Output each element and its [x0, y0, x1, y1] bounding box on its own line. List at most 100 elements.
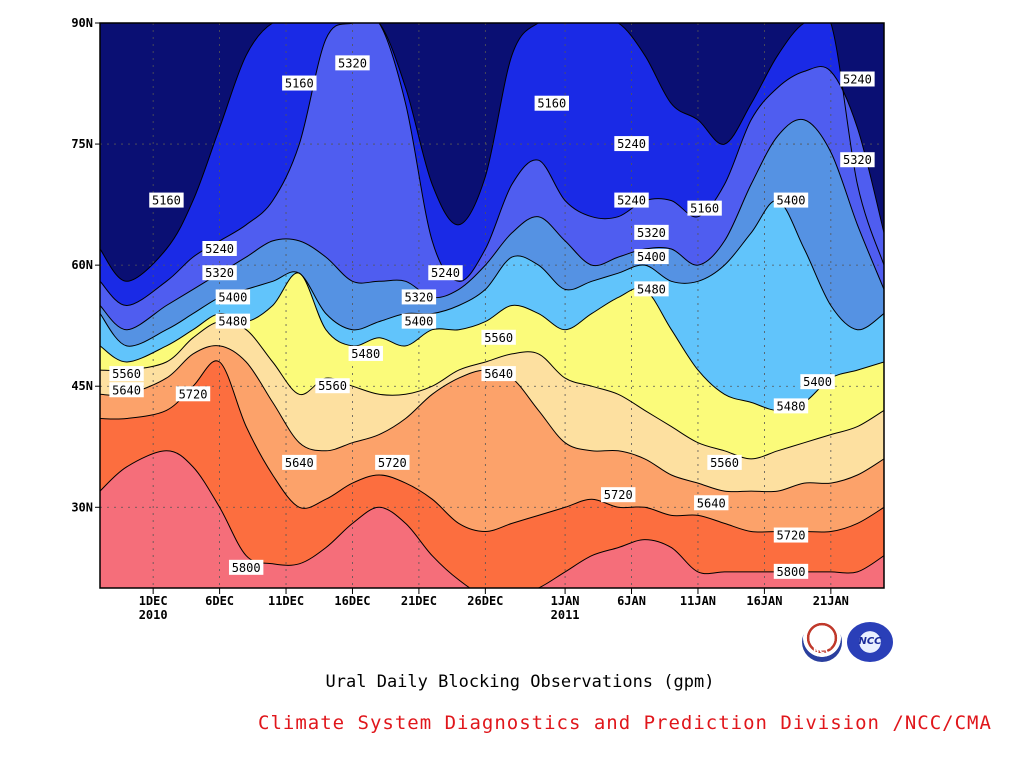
- credit-text: Climate System Diagnostics and Predictio…: [258, 712, 992, 734]
- contour-label: 5400: [637, 250, 666, 264]
- y-tick-label: 60N: [71, 258, 93, 272]
- contour-label-bg: [614, 192, 649, 208]
- contour-label-bg: [282, 454, 317, 470]
- contour-label-bg: [348, 345, 383, 361]
- contour-label: 5240: [843, 73, 872, 87]
- contour-label-bg: [228, 559, 264, 575]
- contour-label-bg: [202, 241, 237, 256]
- contour-label: 5240: [617, 137, 646, 151]
- contour-label-bg: [694, 495, 729, 511]
- contour-label-bg: [614, 136, 649, 152]
- contour-label-bg: [315, 378, 350, 394]
- contour-label: 5320: [338, 56, 367, 70]
- x-tick-label: 21DEC: [401, 594, 437, 608]
- contour-label: 5560: [318, 379, 347, 393]
- contour-label-bg: [335, 55, 370, 71]
- contour-label-bg: [773, 192, 809, 208]
- contour-label-bg: [375, 454, 410, 470]
- contour-5320: [100, 118, 884, 331]
- contour-label: 5480: [351, 347, 380, 361]
- contour-label: 5480: [637, 282, 666, 296]
- bcc-logo-text: BCC: [813, 646, 831, 655]
- contour-label: 5400: [777, 194, 806, 208]
- contour-label-bg: [601, 487, 636, 503]
- contour-label: 5160: [537, 97, 566, 111]
- contour-label-bg: [401, 289, 437, 305]
- y-tick-label: 75N: [71, 137, 93, 151]
- contour-label-bg: [428, 265, 463, 281]
- contour-label: 5480: [218, 315, 247, 329]
- contour-label: 5320: [843, 153, 872, 167]
- contour-label-bg: [534, 95, 569, 111]
- contour-label: 5320: [205, 266, 234, 280]
- contour-label-bg: [109, 366, 144, 382]
- contour-label: 5640: [484, 367, 513, 381]
- contour-label: 5400: [404, 315, 433, 329]
- chart-caption: Ural Daily Blocking Observations (gpm): [325, 672, 715, 692]
- x-tick-label: 1DEC: [139, 594, 168, 608]
- contour-label: 5560: [484, 331, 513, 345]
- contour-label-bg: [175, 386, 211, 402]
- x-tick-label: 16DEC: [334, 594, 370, 608]
- contour-label-bg: [840, 152, 875, 168]
- contour-label-bg: [800, 374, 835, 390]
- contour-label-bg: [215, 313, 251, 329]
- contour-5240: [100, 23, 884, 307]
- contour-label-bg: [481, 329, 516, 345]
- y-axis: 30N 45N 60N 75N 90N: [71, 16, 100, 514]
- contour-label: 5240: [431, 266, 460, 280]
- contour-label: 5160: [690, 202, 719, 216]
- contour-label-bg: [149, 192, 184, 208]
- contour-label: 5160: [285, 77, 314, 91]
- x-tick-label: 21JAN: [813, 594, 849, 608]
- contour-label: 5560: [710, 456, 739, 470]
- contour-label-bg: [109, 382, 144, 398]
- contour-label-bg: [401, 313, 437, 329]
- contour-5800: [100, 450, 884, 588]
- contour-label: 5720: [777, 529, 806, 543]
- ncc-logo: NCC: [847, 622, 893, 662]
- contour-label: 5640: [697, 496, 726, 510]
- contour-label-bg: [773, 527, 809, 543]
- contour-label: 5240: [617, 194, 646, 208]
- plot-frame: [99, 22, 885, 589]
- contour-label: 5320: [637, 226, 666, 240]
- contour-label-bg: [707, 454, 742, 470]
- contour-label-bg: [773, 563, 809, 579]
- contour-5160: [100, 23, 884, 282]
- contour-label: 5160: [152, 194, 181, 208]
- contour-labels: 5160 5160 5320 5160 5240 5240 5320 5400 5160 5240…: [109, 55, 875, 579]
- contour-label-bg: [634, 249, 669, 265]
- x-tick-year: 2011: [551, 608, 580, 622]
- contour-label: 5560: [112, 367, 141, 381]
- contour-label: 5800: [777, 565, 806, 579]
- contour-5720: [100, 360, 884, 533]
- contour-bands: [100, 23, 884, 588]
- contour-label-bg: [634, 224, 669, 240]
- contour-label-bg: [215, 289, 251, 305]
- contour-label: 5800: [232, 561, 261, 575]
- contour-label: 5400: [218, 290, 247, 304]
- contour-label-bg: [481, 366, 516, 382]
- contour-label-bg: [687, 200, 722, 216]
- contour-chart: 5160 5160 5320 5160 5240 5240 5320 5400 5160 5240…: [71, 16, 885, 622]
- contour-label-bg: [840, 71, 875, 87]
- contour-label-bg: [773, 398, 809, 414]
- contour-label: 5640: [285, 456, 314, 470]
- band-above-5720: [100, 360, 884, 588]
- x-tick-label: 26DEC: [467, 594, 503, 608]
- x-tick-label: 6JAN: [617, 594, 646, 608]
- y-tick-label: 90N: [71, 16, 93, 30]
- contour-label: 5640: [112, 383, 141, 397]
- contour-label-bg: [634, 281, 669, 297]
- contour-label: 5400: [803, 375, 832, 389]
- contour-label: 5720: [378, 456, 407, 470]
- x-tick-label: 11DEC: [268, 594, 304, 608]
- contour-label-bg: [202, 265, 237, 281]
- contour-label: 5480: [777, 399, 806, 413]
- x-tick-label: 16JAN: [746, 594, 782, 608]
- x-tick-label: 11JAN: [680, 594, 716, 608]
- bcc-logo: BCC: [802, 622, 842, 662]
- y-tick-label: 45N: [71, 379, 93, 393]
